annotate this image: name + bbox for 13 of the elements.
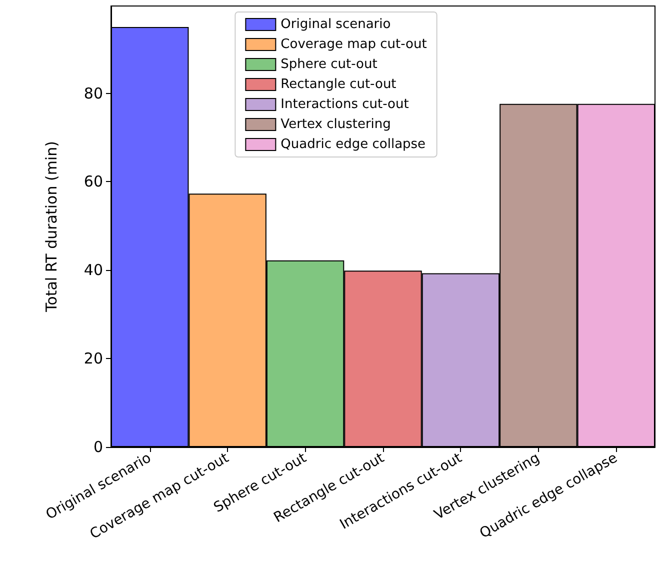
legend-label: Rectangle cut-out	[280, 77, 396, 92]
legend-label: Interactions cut-out	[280, 97, 409, 112]
y-tick-label: 40	[84, 261, 103, 280]
legend-label: Original scenario	[280, 17, 391, 32]
legend-label: Coverage map cut-out	[280, 37, 427, 52]
legend-label: Vertex clustering	[280, 117, 391, 132]
y-tick-label: 20	[84, 350, 103, 368]
y-tick-label: 60	[84, 172, 103, 191]
y-tick-label: 80	[84, 84, 103, 102]
legend-label: Sphere cut-out	[280, 57, 378, 72]
y-tick-label: 0	[93, 438, 103, 456]
y-axis-title: Total RT duration (min)	[42, 141, 60, 313]
legend-label: Quadric edge collapse	[280, 137, 426, 152]
